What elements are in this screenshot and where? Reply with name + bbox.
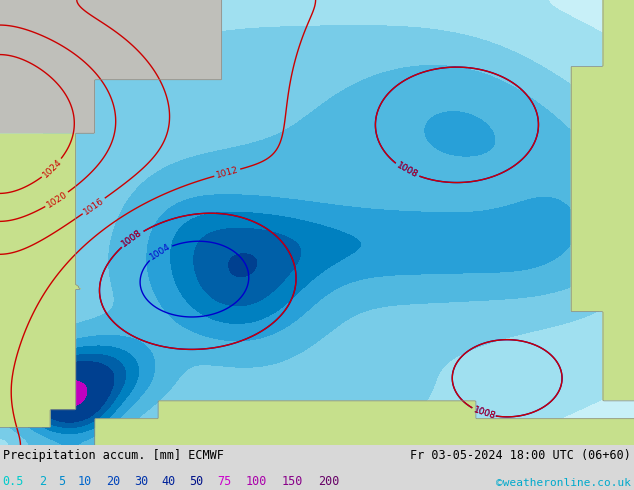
- Text: 40: 40: [162, 475, 176, 488]
- Text: 1008: 1008: [395, 161, 419, 180]
- Text: 1004: 1004: [148, 242, 172, 262]
- Text: 2: 2: [39, 475, 46, 488]
- Text: ©weatheronline.co.uk: ©weatheronline.co.uk: [496, 478, 631, 488]
- Text: 100: 100: [245, 475, 267, 488]
- Text: 1008: 1008: [395, 161, 419, 180]
- Text: 1008: 1008: [472, 406, 497, 421]
- Text: 1008: 1008: [472, 406, 497, 421]
- Text: 1024: 1024: [41, 157, 63, 179]
- Text: 1016: 1016: [82, 196, 106, 216]
- Text: 1008: 1008: [120, 228, 144, 249]
- Text: 1008: 1008: [120, 228, 144, 249]
- Text: 1020: 1020: [45, 190, 69, 210]
- Text: Fr 03-05-2024 18:00 UTC (06+60): Fr 03-05-2024 18:00 UTC (06+60): [410, 449, 631, 463]
- Text: 0.5: 0.5: [3, 475, 24, 488]
- Text: 1012: 1012: [215, 165, 240, 180]
- Text: 30: 30: [134, 475, 148, 488]
- Text: 75: 75: [217, 475, 231, 488]
- Text: 20: 20: [106, 475, 120, 488]
- Text: 10: 10: [78, 475, 92, 488]
- Text: 150: 150: [281, 475, 303, 488]
- Text: 50: 50: [190, 475, 204, 488]
- Text: 200: 200: [318, 475, 339, 488]
- Text: Precipitation accum. [mm] ECMWF: Precipitation accum. [mm] ECMWF: [3, 449, 224, 463]
- Text: 5: 5: [58, 475, 65, 488]
